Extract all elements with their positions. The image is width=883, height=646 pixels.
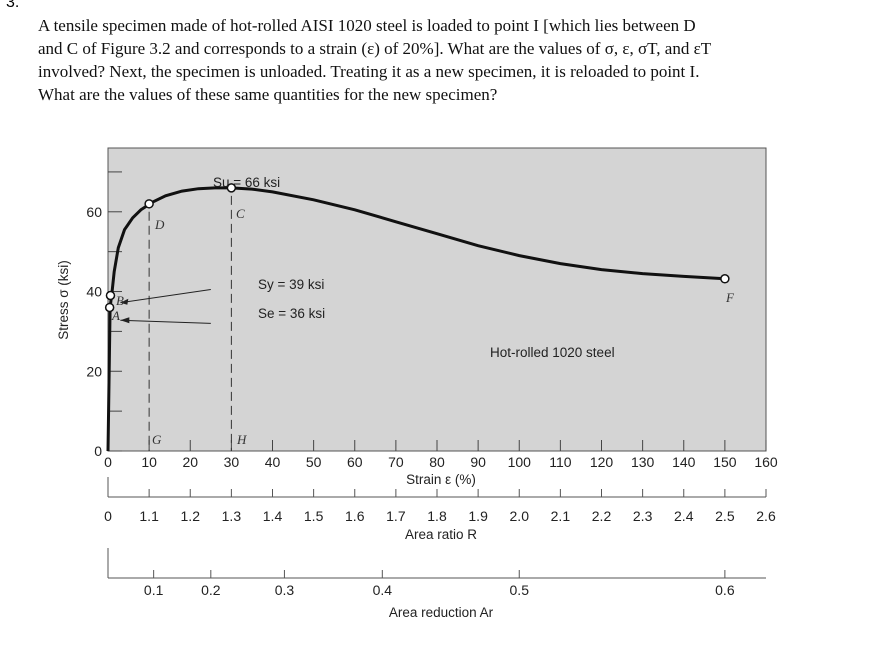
strain-axis-ticks: 0 10 20 30 40 50 60 70 80 90 100 110 120 130 140 150 160 (104, 440, 778, 470)
question-number: 3. (6, 0, 20, 11)
area-ratio-tick-label: 1.9 (468, 508, 488, 524)
area-reduction-tick-label: 0.2 (201, 582, 221, 598)
sy-arrowhead (120, 298, 129, 305)
area-ratio-tick-label: 1.8 (427, 508, 447, 524)
area-ratio-tick-label: 1.1 (139, 508, 159, 524)
area-reduction-tick-label: 0.6 (715, 582, 735, 598)
sy-annotation: Sy = 39 ksi (258, 277, 324, 292)
area-ratio-tick-label: 1.7 (386, 508, 406, 524)
point-label-a: A (111, 308, 120, 323)
guide-lines (120, 195, 232, 451)
area-reduction-axis: 0.1 0.2 0.3 0.4 0.5 0.6 (107, 548, 766, 598)
y-tick-label: 60 (86, 204, 102, 220)
problem-line-2: and C of Figure 3.2 and corresponds to a… (38, 39, 712, 58)
y-axis-label: Stress σ (ksi) (56, 260, 71, 340)
x-tick-label: 160 (754, 454, 778, 470)
x-tick-label: 70 (388, 454, 404, 470)
point-label-d: D (154, 217, 165, 232)
x-tick-label: 40 (265, 454, 281, 470)
point-label-f: F (725, 290, 735, 305)
x-tick-label: 30 (224, 454, 240, 470)
area-ratio-tick-label: 1.3 (222, 508, 242, 524)
area-ratio-tick-label: 2.3 (633, 508, 653, 524)
point-marker-b (105, 290, 116, 301)
area-ratio-axis: 0 1.1 1.2 1.3 1.4 1.5 1.6 1.7 1.8 1.9 2.0 2.1 2.2 2.3… (104, 477, 776, 524)
point-marker-f (720, 274, 730, 284)
point-label-h: H (236, 432, 247, 447)
problem-line-1: A tensile specimen made of hot-rolled AI… (38, 16, 696, 35)
area-ratio-tick-label: 1.5 (304, 508, 324, 524)
area-ratio-tick-label: 2.4 (674, 508, 694, 524)
area-ratio-tick-label: 0 (104, 508, 112, 524)
strain-axis-label: Strain ε (%) (406, 472, 476, 487)
area-ratio-tick-label: 2.2 (592, 508, 612, 524)
area-reduction-tick-label: 0.1 (144, 582, 164, 598)
point-label-c: C (236, 206, 245, 221)
area-ratio-label: Area ratio R (405, 527, 477, 542)
x-tick-label: 50 (306, 454, 322, 470)
problem-line-3: involved? Next, the specimen is unloaded… (38, 62, 700, 81)
x-tick-label: 10 (141, 454, 157, 470)
x-tick-label: 140 (672, 454, 696, 470)
point-label-b: B (116, 293, 124, 308)
curve-points (104, 183, 730, 313)
point-label-g: G (152, 432, 162, 447)
area-ratio-tick-label: 1.6 (345, 508, 365, 524)
x-tick-label: 100 (508, 454, 532, 470)
su-annotation: Su = 66 ksi (213, 175, 280, 190)
se-pointer-line (120, 319, 211, 324)
point-marker-a (104, 302, 115, 313)
area-reduction-tick-label: 0.5 (510, 582, 530, 598)
se-annotation: Se = 36 ksi (258, 306, 325, 321)
problem-line-4: What are the values of these same quanti… (38, 85, 498, 104)
x-tick-label: 80 (429, 454, 445, 470)
x-tick-label: 60 (347, 454, 363, 470)
area-ratio-tick-label: 1.4 (263, 508, 283, 524)
y-tick-label: 0 (94, 443, 102, 459)
point-marker-c (226, 183, 237, 193)
material-label: Hot-rolled 1020 steel (490, 345, 615, 360)
x-tick-label: 110 (549, 454, 572, 470)
x-tick-label: 90 (470, 454, 486, 470)
x-tick-label: 130 (631, 454, 655, 470)
x-tick-label: 0 (104, 454, 112, 470)
area-ratio-tick-label: 2.1 (551, 508, 571, 524)
x-tick-label: 120 (590, 454, 614, 470)
area-ratio-tick-label: 2.6 (756, 508, 776, 524)
point-marker-d (144, 199, 154, 209)
area-reduction-label: Area reduction Ar (389, 605, 494, 620)
plot-area (107, 147, 767, 452)
area-ratio-tick-label: 2.5 (715, 508, 735, 524)
y-tick-label: 40 (86, 284, 102, 300)
sy-pointer-line (120, 289, 211, 304)
area-ratio-tick-label: 2.0 (510, 508, 530, 524)
x-tick-label: 150 (713, 454, 737, 470)
area-reduction-tick-label: 0.4 (373, 582, 393, 598)
area-ratio-tick-label: 1.2 (181, 508, 201, 524)
area-reduction-tick-label: 0.3 (275, 582, 295, 598)
y-tick-label: 20 (86, 363, 102, 379)
problem-text: A tensile specimen made of hot-rolled AI… (38, 14, 838, 106)
se-arrowhead (120, 317, 130, 324)
x-tick-label: 20 (182, 454, 198, 470)
